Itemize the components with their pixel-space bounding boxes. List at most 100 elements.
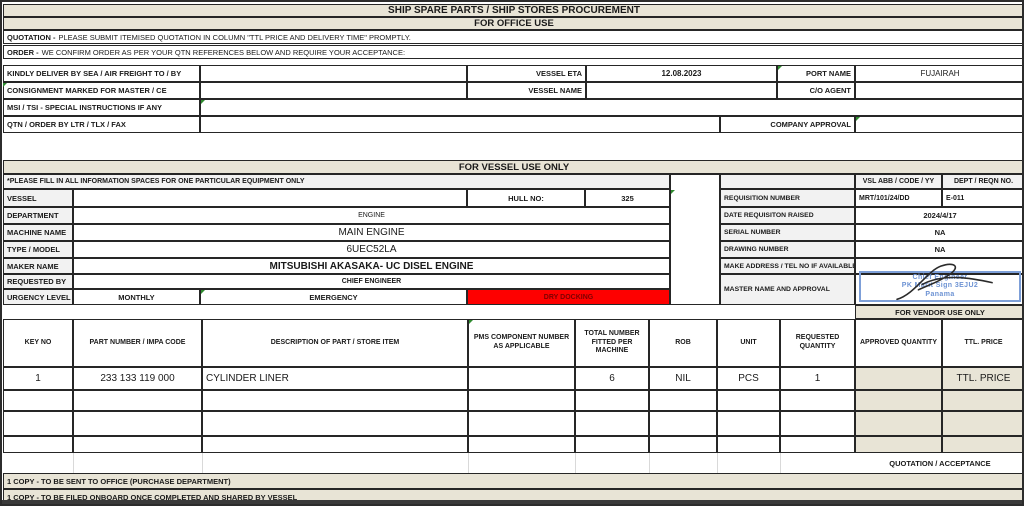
col-header-requested-qty: REQUESTED QUANTITY (780, 319, 855, 367)
consignment-input[interactable] (200, 82, 467, 99)
row2-cell[interactable] (942, 390, 1022, 411)
qtn-order-input[interactable] (200, 116, 720, 133)
serial-number-label: SERIAL NUMBER (720, 224, 855, 241)
quotation-acceptance-label: QUOTATION / ACCEPTANCE (855, 453, 1022, 473)
cell-flag-icon (671, 190, 675, 194)
row3-cell[interactable] (717, 411, 780, 436)
row4-cell[interactable] (73, 436, 202, 453)
kindly-deliver-input[interactable] (200, 65, 467, 82)
section-office-use-title: FOR OFFICE USE (3, 17, 1022, 30)
machine-name-value[interactable]: MAIN ENGINE (73, 224, 670, 241)
make-address-value[interactable] (855, 258, 1022, 274)
row3-cell[interactable] (855, 411, 942, 436)
date-raised-value[interactable]: 2024/4/17 (855, 207, 1022, 224)
company-approval-input[interactable] (855, 116, 1022, 133)
row3-cell[interactable] (942, 411, 1022, 436)
quotation-note: QUOTATION - PLEASE SUBMIT ITEMISED QUOTA… (3, 30, 1022, 44)
vessel-eta-value[interactable]: 12.08.2023 (586, 65, 777, 82)
msi-label: MSI / TSI - SPECIAL INSTRUCTIONS IF ANY (3, 99, 200, 116)
fill-note: *PLEASE FILL IN ALL INFORMATION SPACES F… (3, 174, 670, 189)
row4-cell[interactable] (202, 436, 468, 453)
type-model-value[interactable]: 6UEC52LA (73, 241, 670, 258)
requested-by-value[interactable]: CHIEF ENGINEER (73, 274, 670, 289)
machine-name-label: MACHINE NAME (3, 224, 73, 241)
row4-cell[interactable] (649, 436, 717, 453)
row2-cell[interactable] (855, 390, 942, 411)
row2-cell[interactable] (575, 390, 649, 411)
row4-cell[interactable] (855, 436, 942, 453)
row1-part-number[interactable]: 233 133 119 000 (73, 367, 202, 390)
vessel-name-value[interactable] (586, 82, 777, 99)
row2-cell[interactable] (73, 390, 202, 411)
row3-cell[interactable] (649, 411, 717, 436)
row2-cell[interactable] (3, 390, 73, 411)
footer-copy-office: 1 COPY - TO BE SENT TO OFFICE (PURCHASE … (3, 473, 1022, 489)
col-header-key-no: KEY NO (3, 319, 73, 367)
row1-total-fitted[interactable]: 6 (575, 367, 649, 390)
serial-number-value[interactable]: NA (855, 224, 1022, 241)
row3-cell[interactable] (3, 411, 73, 436)
row3-cell[interactable] (780, 411, 855, 436)
row4-cell[interactable] (3, 436, 73, 453)
port-name-value[interactable]: FUJAIRAH (855, 65, 1022, 82)
vessel-label: VESSEL (3, 189, 73, 207)
row1-description[interactable]: CYLINDER LINER (202, 367, 468, 390)
urgency-label: URGENCY LEVEL (3, 289, 73, 305)
row1-key-no[interactable]: 1 (3, 367, 73, 390)
date-raised-label: DATE REQUISITON RAISED (720, 207, 855, 224)
cell-flag-icon (778, 66, 782, 70)
bottom-border (2, 500, 1022, 504)
department-value[interactable]: ENGINE (73, 207, 670, 224)
row2-cell[interactable] (649, 390, 717, 411)
msi-input[interactable] (200, 99, 1022, 116)
row2-cell[interactable] (468, 390, 575, 411)
requisition-header-blank (720, 174, 855, 189)
row4-cell[interactable] (717, 436, 780, 453)
vessel-name-label: VESSEL NAME (467, 82, 586, 99)
cell-flag-icon (469, 320, 473, 324)
row3-cell[interactable] (202, 411, 468, 436)
row3-cell[interactable] (73, 411, 202, 436)
order-note-prefix: ORDER - (7, 47, 39, 57)
hull-no-value[interactable]: 325 (585, 189, 670, 207)
row1-rob[interactable]: NIL (649, 367, 717, 390)
order-note-text: WE CONFIRM ORDER AS PER YOUR QTN REFEREN… (41, 47, 406, 57)
cell-flag-icon (856, 117, 860, 121)
maker-name-value[interactable]: MITSUBISHI AKASAKA- UC DISEL ENGINE (73, 258, 670, 274)
cell-flag-icon (3, 83, 7, 87)
row3-cell[interactable] (468, 411, 575, 436)
row3-cell[interactable] (575, 411, 649, 436)
quotation-note-text: PLEASE SUBMIT ITEMISED QUOTATION IN COLU… (58, 32, 411, 42)
urgency-monthly[interactable]: MONTHLY (73, 289, 200, 305)
dept-reqn-value[interactable]: E-011 (942, 189, 1022, 207)
row4-cell[interactable] (468, 436, 575, 453)
row1-ttl-price[interactable]: TTL. PRICE (942, 367, 1022, 390)
row2-cell[interactable] (780, 390, 855, 411)
co-agent-value[interactable] (855, 82, 1022, 99)
drawing-number-value[interactable]: NA (855, 241, 1022, 258)
row2-cell[interactable] (202, 390, 468, 411)
port-name-label: PORT NAME (777, 65, 855, 82)
col-header-total-fitted: TOTAL NUMBER FITTED PER MACHINE (575, 319, 649, 367)
vessel-value[interactable] (73, 189, 467, 207)
row1-requested-qty[interactable]: 1 (780, 367, 855, 390)
make-address-label: MAKE ADDRESS / TEL NO IF AVAILABLE (720, 258, 855, 274)
section-vessel-use-title: FOR VESSEL USE ONLY (3, 160, 1022, 174)
row4-cell[interactable] (780, 436, 855, 453)
col-header-part-number: PART NUMBER / IMPA CODE (73, 319, 202, 367)
stamp-line3: Panama (925, 290, 955, 298)
urgency-dry-docking[interactable]: DRY DOCKING (467, 289, 670, 305)
cell-flag-icon (201, 290, 205, 294)
col-header-description: DESCRIPTION OF PART / STORE ITEM (202, 319, 468, 367)
row4-cell[interactable] (942, 436, 1022, 453)
row4-cell[interactable] (575, 436, 649, 453)
row1-approved-qty[interactable] (855, 367, 942, 390)
row1-unit[interactable]: PCS (717, 367, 780, 390)
master-approval-label: MASTER NAME AND APPROVAL (720, 274, 855, 305)
urgency-emergency[interactable]: EMERGENCY (200, 289, 467, 305)
qtn-order-label: QTN / ORDER BY LTR / TLX / FAX (3, 116, 200, 133)
department-label: DEPARTMENT (3, 207, 73, 224)
row2-cell[interactable] (717, 390, 780, 411)
requisition-number-value[interactable]: MRT/101/24/DD (855, 189, 942, 207)
row1-pms-component[interactable] (468, 367, 575, 390)
